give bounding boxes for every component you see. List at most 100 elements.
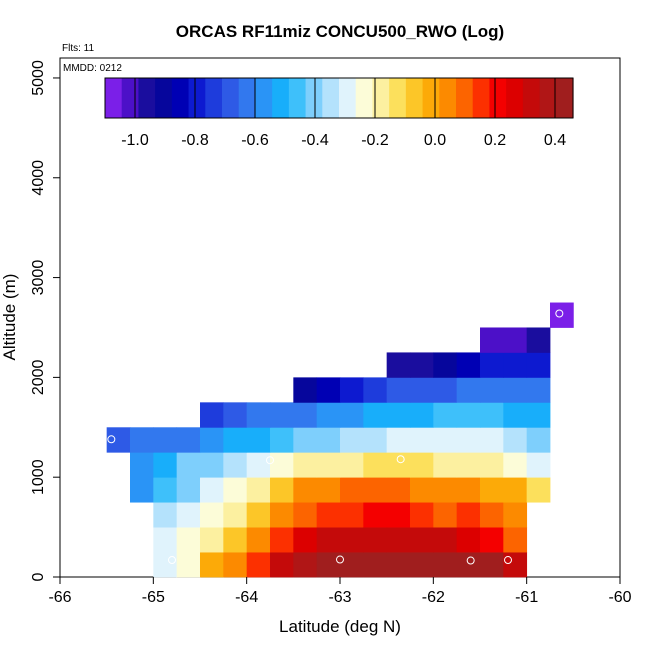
heatmap-cell (130, 477, 154, 503)
heatmap-cell (223, 427, 248, 453)
heatmap-cell (270, 477, 294, 503)
heatmap-cell (433, 502, 458, 528)
heatmap-cell (293, 502, 318, 528)
flight-point (336, 555, 344, 564)
heatmap-cell (200, 427, 224, 453)
heatmap-cell (176, 427, 201, 453)
heatmap-cell (410, 502, 434, 528)
colorbar-swatch (339, 78, 357, 118)
colorbar-swatch (288, 78, 307, 118)
heatmap-cell (363, 552, 388, 578)
colorbar-swatch (272, 78, 290, 118)
heatmap-cell (316, 402, 341, 428)
x-tick-label: -60 (608, 589, 631, 606)
heatmap-cell (270, 402, 294, 428)
heatmap-cell (270, 452, 294, 478)
heatmap-cell (480, 402, 504, 428)
colorbar-swatch (556, 78, 574, 118)
heatmap-cell (480, 527, 504, 553)
heatmap-cell (503, 377, 528, 403)
heatmap-cell (503, 452, 528, 478)
heatmap-cell (410, 552, 434, 578)
heatmap-cell (503, 327, 528, 353)
heatmap-cell (480, 452, 504, 478)
heatmap-cell (480, 477, 504, 503)
y-tick-label: 2000 (30, 359, 47, 395)
heatmap-cell (503, 502, 528, 528)
heatmap-cell (223, 452, 248, 478)
colorbar-swatch (322, 78, 340, 118)
heatmap-cell (340, 402, 364, 428)
heatmap-cell (480, 327, 504, 353)
heatmap-cell (526, 327, 551, 353)
colorbar-swatch (171, 78, 190, 118)
heatmap-cell (246, 452, 271, 478)
heatmap-cell (293, 427, 318, 453)
heatmap-cell (480, 552, 504, 578)
x-tick-label: -62 (422, 589, 445, 606)
heatmap-cell (223, 402, 248, 428)
heatmap-cell (293, 402, 318, 428)
heatmap-cell (456, 452, 481, 478)
heatmap-cell (456, 377, 481, 403)
heatmap-cell (456, 427, 481, 453)
heatmap-cell (433, 402, 458, 428)
heatmap-cell (503, 352, 528, 378)
heatmap-cell (316, 377, 341, 403)
heatmap-cell (293, 452, 318, 478)
y-tick-label: 5000 (30, 60, 47, 96)
colorbar-tick-label: -0.8 (181, 132, 209, 149)
heatmap-cell (503, 427, 528, 453)
heatmap-cell (270, 427, 294, 453)
heatmap-cell (246, 527, 271, 553)
heatmap-cell (526, 452, 551, 478)
colorbar-swatch (372, 78, 390, 118)
chart-title: ORCAS RF11miz CONCU500_RWO (Log) (176, 22, 504, 41)
heatmap-cell (340, 477, 364, 503)
colorbar-swatch (489, 78, 507, 118)
heatmap-cell (456, 352, 481, 378)
heatmap-cell (433, 427, 458, 453)
heatmap-cell (386, 402, 411, 428)
colorbar: -1.0 -0.8 -0.6 -0.4 -0.2 0.0 0.2 0.4 (104, 77, 574, 149)
heatmap-cell (293, 552, 318, 578)
heatmap-cell (386, 352, 411, 378)
flight-point (266, 456, 274, 465)
heatmap-cell (153, 552, 178, 578)
y-axis: 0 1000 2000 3000 4000 5000 (30, 60, 60, 581)
heatmap-cell (410, 527, 434, 553)
heatmap-cell (270, 552, 294, 578)
heatmap-cell (410, 377, 434, 403)
heatmap-cell (270, 527, 294, 553)
colorbar-tick-label: 0.0 (424, 132, 446, 149)
colorbar-swatch (522, 78, 541, 118)
heatmap-cell (456, 477, 481, 503)
heatmap-cell (223, 552, 248, 578)
heatmap-cell (433, 452, 458, 478)
heatmap-cell (410, 427, 434, 453)
heatmap-cell (340, 552, 364, 578)
colorbar-swatch (255, 78, 273, 118)
heatmap-cell (456, 527, 481, 553)
heatmap-cell (456, 552, 481, 578)
heatmap-cell (503, 552, 528, 578)
heatmap-cell (246, 427, 271, 453)
heatmap-cell (503, 477, 528, 503)
heatmap-cell (363, 452, 388, 478)
heatmap-cell (340, 427, 364, 453)
x-tick-label: -63 (328, 589, 351, 606)
colorbar-swatch (472, 78, 491, 118)
x-axis: -66 -65 -64 -63 -62 -61 -60 (48, 577, 632, 606)
colorbar-swatch (121, 78, 140, 118)
heatmap-cell (200, 527, 224, 553)
flight-point (168, 556, 176, 565)
colorbar-tick-label: -0.2 (361, 132, 389, 149)
colorbar-swatch (205, 78, 223, 118)
colorbar-tick-label: -0.6 (241, 132, 269, 149)
heatmap-cell (200, 477, 224, 503)
heatmap-cell (293, 377, 318, 403)
heatmap-cell (363, 527, 388, 553)
heatmap-cell (340, 502, 364, 528)
colorbar-swatch (439, 78, 457, 118)
